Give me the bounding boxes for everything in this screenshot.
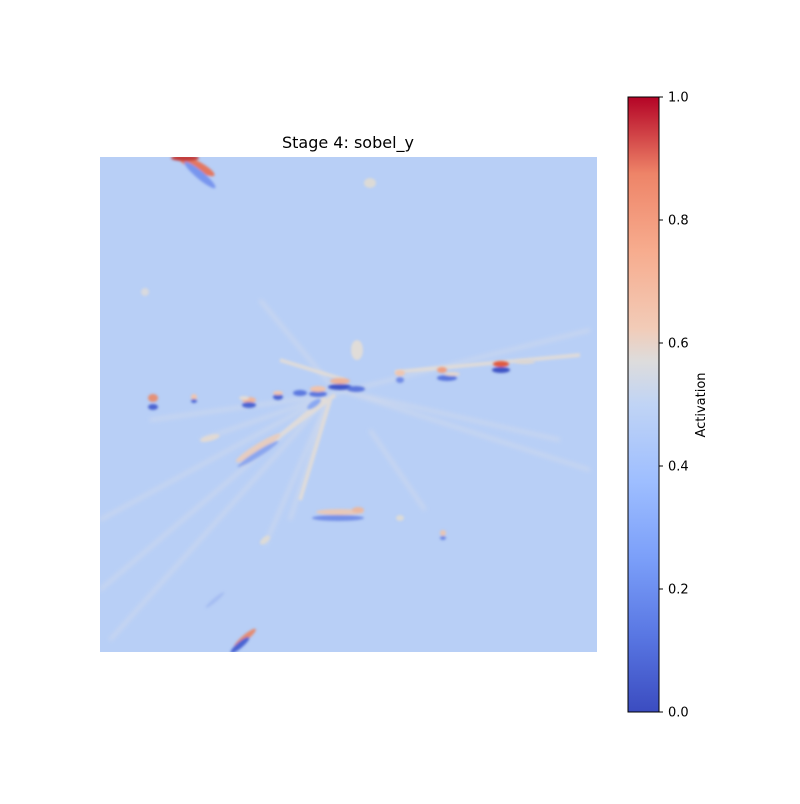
heatmap-background bbox=[100, 157, 597, 652]
heatmap-image bbox=[100, 157, 597, 652]
colorbar-tick-label: 0.4 bbox=[668, 460, 689, 475]
chart-title: Stage 4: sobel_y bbox=[282, 133, 414, 153]
colorbar-tick-label: 0.0 bbox=[668, 706, 689, 721]
colorbar-tick-label: 0.2 bbox=[668, 583, 689, 598]
colorbar-tick-label: 0.6 bbox=[668, 337, 689, 352]
colorbar: 0.0 0.2 0.4 0.6 0.8 1.0 Activation bbox=[627, 91, 709, 721]
activation-blobs bbox=[141, 157, 535, 652]
colorbar-ticks: 0.0 0.2 0.4 0.6 0.8 1.0 bbox=[659, 91, 689, 721]
colorbar-label: Activation bbox=[694, 372, 709, 437]
colorbar-tick-label: 1.0 bbox=[668, 91, 689, 106]
colorbar-tick-label: 0.8 bbox=[668, 214, 689, 229]
colorbar-gradient bbox=[627, 96, 660, 713]
